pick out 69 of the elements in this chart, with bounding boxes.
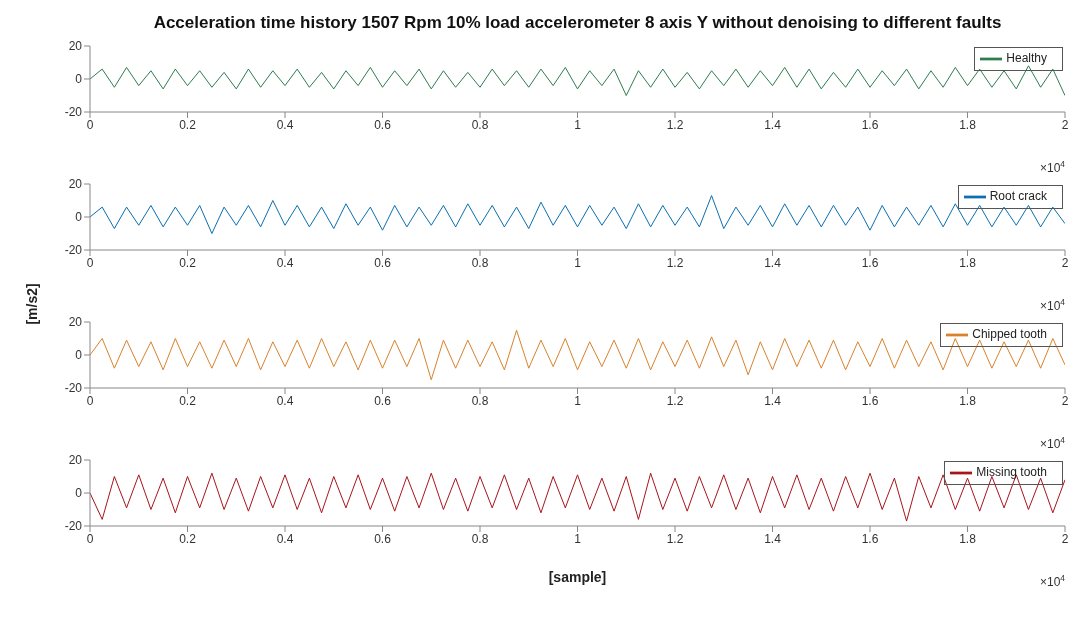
x-tick-label: 0 <box>86 393 94 408</box>
x-tick-label: 0.6 <box>374 255 392 270</box>
x-tick-label: 0.6 <box>374 531 392 546</box>
x-tick-label: 0.2 <box>179 393 197 408</box>
x-tick-label: 0.8 <box>471 531 489 546</box>
x-tick-label: 0.2 <box>179 117 197 132</box>
y-tick-label: 0 <box>75 348 83 363</box>
y-tick-label: 20 <box>68 39 83 54</box>
x-tick-label: 1.4 <box>764 255 782 270</box>
x-tick-label: 1.4 <box>764 393 782 408</box>
x-tick-label: 1.6 <box>861 531 879 546</box>
x-tick-label: 2 <box>1061 255 1069 270</box>
legend-label: Healthy <box>1006 51 1047 66</box>
x-tick-label: 0 <box>86 117 94 132</box>
legend-label: Root crack <box>989 189 1047 204</box>
x-tick-label: 0.8 <box>471 393 489 408</box>
y-tick-label: -20 <box>64 243 83 258</box>
line-series <box>90 329 1065 381</box>
y-tick-label: 0 <box>75 72 83 87</box>
x-tick-label: 1.6 <box>861 393 879 408</box>
x-tick-label: 0.8 <box>471 117 489 132</box>
legend-label: Missing tooth <box>976 465 1047 480</box>
x-tick-label: 0.4 <box>276 531 294 546</box>
x-tick-label: 1.8 <box>959 531 977 546</box>
text: ×10$^{4}$ <box>1039 435 1066 451</box>
x-tick-label: 0.4 <box>276 117 294 132</box>
line-series <box>90 65 1065 96</box>
x-tick-label: 2 <box>1061 393 1069 408</box>
x-tick-label: 2 <box>1061 531 1069 546</box>
y-tick-label: -20 <box>64 381 83 396</box>
x-tick-label: 0 <box>86 531 94 546</box>
x-tick-label: 0.2 <box>179 531 197 546</box>
chart-title: Acceleration time history 1507 Rpm 10% load accelerometer 8 axis Y without denoising to different faults <box>153 13 1002 32</box>
x-tick-label: 1.2 <box>666 393 684 408</box>
x-tick-label: 1 <box>574 393 582 408</box>
legend-label: Chipped tooth <box>972 327 1047 342</box>
x-tick-label: 0.4 <box>276 255 294 270</box>
x-axis-title: [sample] <box>548 569 607 585</box>
x-tick-label: 1 <box>574 117 582 132</box>
x-tick-label: 0.6 <box>374 393 392 408</box>
x-tick-label: 1.8 <box>959 117 977 132</box>
x-tick-label: 1.6 <box>861 117 879 132</box>
x-tick-label: 1.6 <box>861 255 879 270</box>
text: ×10$^{4}$ <box>1039 573 1066 589</box>
y-tick-label: 20 <box>68 453 83 468</box>
y-axis-title: [m/s2] <box>24 283 40 325</box>
text: ×10$^{4}$ <box>1039 159 1066 175</box>
x-tick-label: 1 <box>574 531 582 546</box>
x-tick-label: 1.4 <box>764 531 782 546</box>
y-tick-label: 20 <box>68 315 83 330</box>
x-tick-label: 1.2 <box>666 255 684 270</box>
x-tick-label: 1.8 <box>959 255 977 270</box>
text: ×10$^{4}$ <box>1039 297 1066 313</box>
x-tick-label: 1.2 <box>666 531 684 546</box>
x-tick-label: 0.4 <box>276 393 294 408</box>
y-tick-label: 0 <box>75 210 83 225</box>
x-tick-label: 0 <box>86 255 94 270</box>
y-tick-label: 0 <box>75 486 83 501</box>
x-tick-label: 1.8 <box>959 393 977 408</box>
x-tick-label: 0.2 <box>179 255 197 270</box>
x-tick-label: 1.2 <box>666 117 684 132</box>
x-tick-label: 1.4 <box>764 117 782 132</box>
x-tick-label: 1 <box>574 255 582 270</box>
x-tick-label: 0.6 <box>374 117 392 132</box>
y-tick-label: -20 <box>64 519 83 534</box>
x-tick-label: 0.8 <box>471 255 489 270</box>
y-tick-label: -20 <box>64 105 83 120</box>
y-tick-label: 20 <box>68 177 83 192</box>
x-tick-label: 2 <box>1061 117 1069 132</box>
